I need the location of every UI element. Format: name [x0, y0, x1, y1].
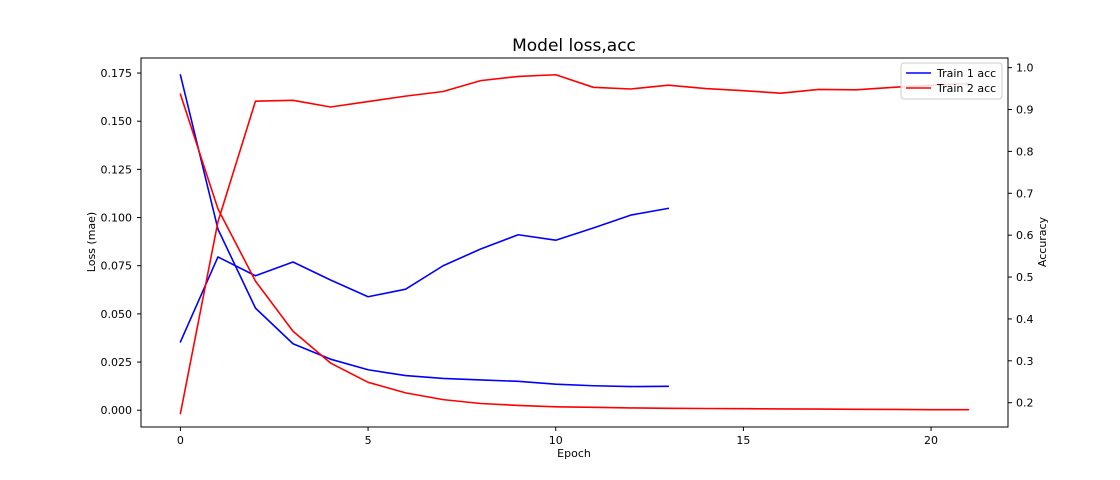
- train-1-acc-line: [179, 207, 670, 343]
- y-left-tick-label: 0.175: [101, 67, 133, 80]
- y-left-tick-label: 0.100: [101, 212, 133, 225]
- legend-label-train-2: Train 2 acc: [936, 82, 996, 95]
- y-right-tick-label: 0.6: [1016, 229, 1034, 242]
- train-1-loss-line: [179, 74, 670, 388]
- y-axis-right: 0.2 0.3 0.4 0.5 0.6 0.7 0.8 0.9 1.0: [1008, 62, 1034, 410]
- plot-frame: [140, 57, 1009, 428]
- x-axis-title: Epoch: [557, 447, 591, 460]
- x-tick-label: 20: [924, 434, 938, 447]
- y-left-tick-label: 0.125: [101, 163, 133, 176]
- x-tick-label: 0: [177, 434, 184, 447]
- x-axis: 0 5 10 15 20: [177, 427, 938, 447]
- x-tick-label: 5: [365, 434, 372, 447]
- train-2-acc-line: [179, 73, 970, 415]
- y-axis-left: 0.000 0.025 0.050 0.075 0.100 0.125 0.150 0.175: [101, 67, 141, 417]
- y-right-tick-label: 0.7: [1016, 187, 1034, 200]
- y-right-tick-label: 0.9: [1016, 104, 1034, 117]
- y-right-tick-label: 1.0: [1016, 62, 1034, 75]
- y-axis-left-title: Loss (mae): [85, 212, 98, 272]
- plot-lines: [179, 73, 970, 415]
- chart-title: Model loss,acc: [512, 36, 636, 56]
- x-tick-label: 10: [549, 434, 563, 447]
- y-right-tick-label: 0.5: [1016, 271, 1034, 284]
- y-left-tick-label: 0.050: [101, 308, 133, 321]
- x-tick-label: 15: [736, 434, 750, 447]
- y-axis-right-title: Accuracy: [1036, 216, 1049, 267]
- train-2-loss-line: [179, 93, 970, 411]
- y-left-tick-label: 0.000: [101, 404, 133, 417]
- legend-box: [900, 62, 1003, 100]
- y-right-tick-label: 0.2: [1016, 397, 1034, 410]
- y-left-tick-label: 0.075: [101, 260, 133, 273]
- y-right-tick-label: 0.4: [1016, 313, 1034, 326]
- y-left-tick-label: 0.150: [101, 115, 133, 128]
- y-right-tick-label: 0.3: [1016, 355, 1034, 368]
- y-right-tick-label: 0.8: [1016, 145, 1034, 158]
- legend-label-train-1: Train 1 acc: [936, 67, 996, 80]
- legend: Train 1 acc Train 2 acc: [900, 62, 1003, 100]
- y-left-tick-label: 0.025: [101, 356, 133, 369]
